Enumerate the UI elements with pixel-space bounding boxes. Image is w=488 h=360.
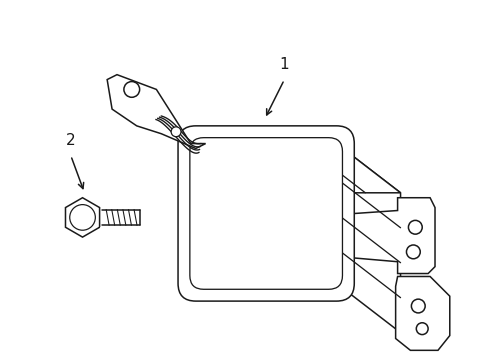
Circle shape [70, 204, 95, 230]
Circle shape [406, 245, 419, 259]
FancyBboxPatch shape [189, 138, 342, 289]
FancyBboxPatch shape [178, 126, 353, 301]
Text: 1: 1 [279, 57, 288, 72]
Text: 2: 2 [66, 132, 75, 148]
Polygon shape [395, 276, 449, 350]
Circle shape [415, 323, 427, 334]
Circle shape [123, 82, 140, 97]
Circle shape [410, 299, 424, 313]
Polygon shape [340, 198, 434, 274]
Circle shape [407, 220, 421, 234]
Polygon shape [107, 75, 205, 148]
Circle shape [171, 127, 181, 137]
Polygon shape [195, 144, 400, 193]
Polygon shape [65, 198, 100, 237]
Polygon shape [336, 144, 400, 333]
